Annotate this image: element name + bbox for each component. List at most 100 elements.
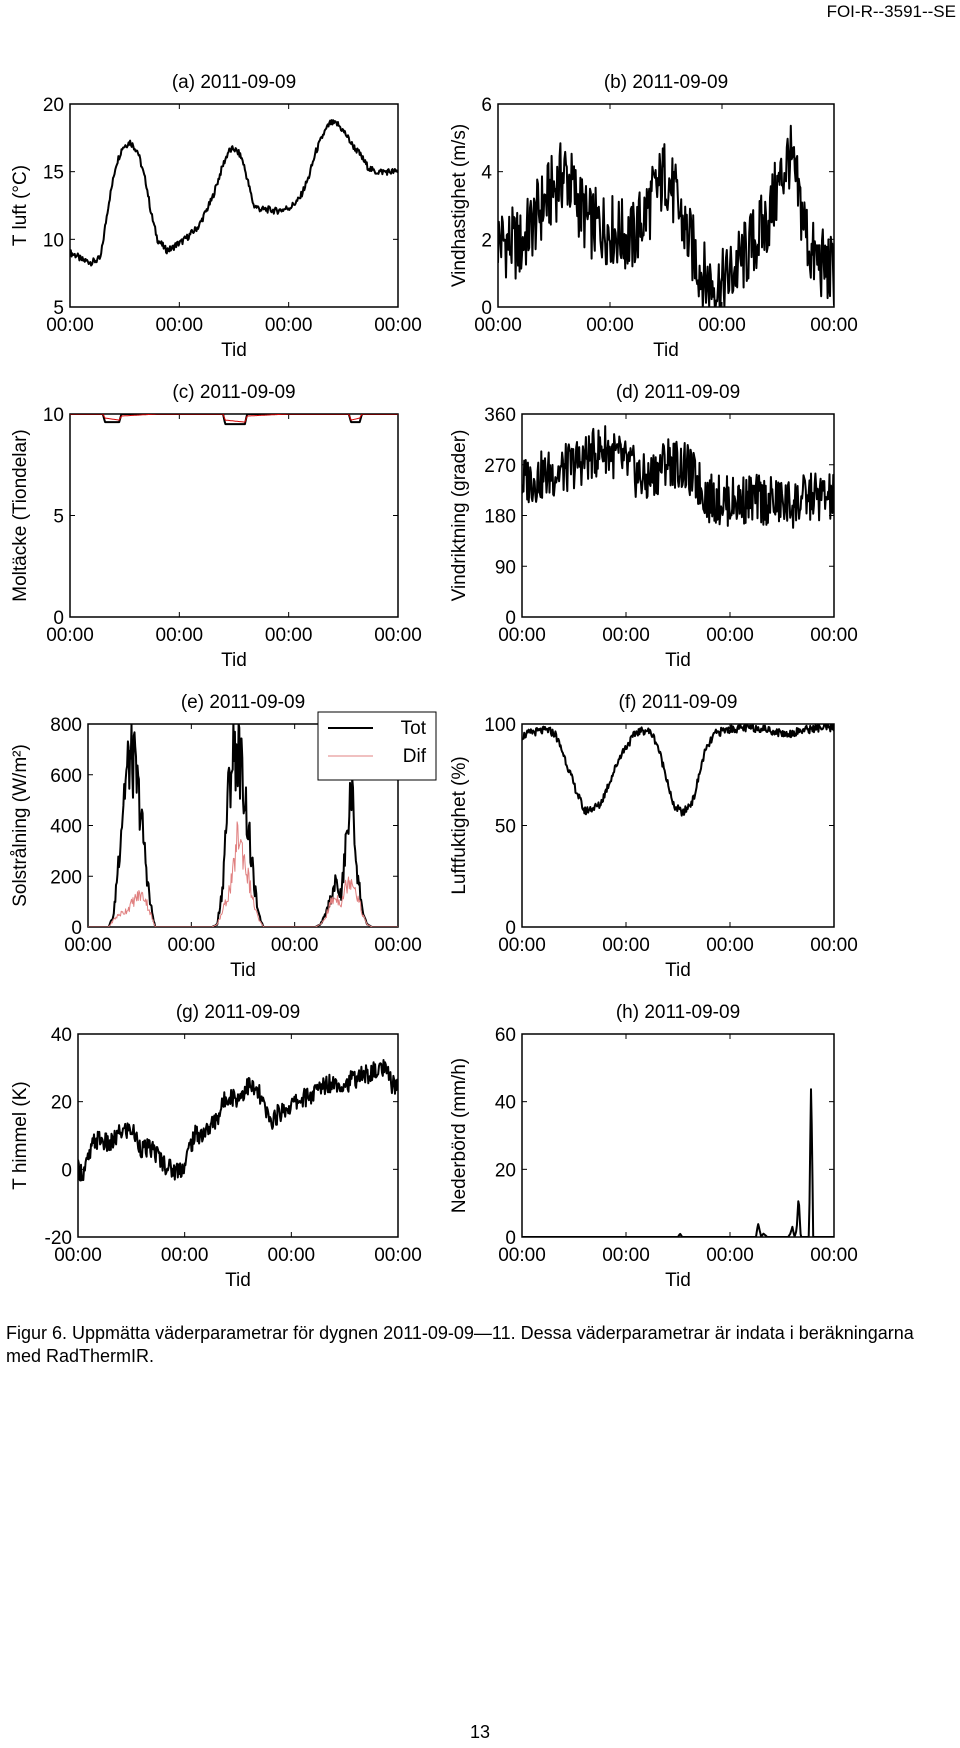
chart-title: (h) 2011-09-09 bbox=[616, 1002, 740, 1023]
y-tick-label: 5 bbox=[53, 507, 64, 528]
y-axis-label: Vindriktning (grader) bbox=[449, 430, 470, 602]
y-tick-label: 10 bbox=[43, 405, 64, 426]
x-tick-label: 00:00 bbox=[265, 315, 313, 336]
chart-sky-temperature: (g) 2011-09-09 -20 0 20 40 00:00 00:00 00:00 00:… bbox=[10, 1002, 422, 1291]
chart-title: (f) 2011-09-09 bbox=[619, 692, 738, 713]
y-tick-label: 0 bbox=[505, 608, 516, 629]
chart-wind-speed: (b) 2011-09-09 0 2 4 6 00:00 00:00 00:00 00:00 Ti… bbox=[449, 72, 858, 361]
y-axis-label: Moltäcke (Tiondelar) bbox=[10, 429, 31, 601]
y-tick-label: 10 bbox=[43, 230, 64, 251]
x-tick-label: 00:00 bbox=[586, 315, 634, 336]
legend-label: Dif bbox=[403, 746, 427, 767]
x-tick-label: 00:00 bbox=[706, 1245, 754, 1266]
y-tick-label: 0 bbox=[61, 1160, 72, 1181]
y-tick-label: 20 bbox=[495, 1160, 516, 1181]
series-line bbox=[522, 724, 834, 817]
legend-box bbox=[317, 711, 437, 781]
x-tick-label: 00:00 bbox=[602, 935, 650, 956]
x-tick-label: 00:00 bbox=[374, 625, 422, 646]
series-line bbox=[78, 1059, 398, 1182]
chart-title: (b) 2011-09-09 bbox=[604, 72, 728, 93]
x-tick-label: 00:00 bbox=[498, 935, 546, 956]
series-line bbox=[70, 414, 398, 423]
x-tick-label: 00:00 bbox=[810, 625, 858, 646]
plot-frame bbox=[497, 103, 835, 308]
figure-caption: Figur 6. Uppmätta väderparametrar för dy… bbox=[6, 1323, 914, 1366]
y-tick-label: 0 bbox=[481, 298, 492, 319]
y-tick-label: 360 bbox=[484, 405, 516, 426]
x-tick-label: 00:00 bbox=[602, 1245, 650, 1266]
x-axis-label: Tid bbox=[665, 650, 691, 671]
page-number: 13 bbox=[469, 1722, 491, 1742]
x-axis-label: Tid bbox=[221, 650, 247, 671]
x-axis-label: Tid bbox=[653, 340, 679, 361]
x-tick-label: 00:00 bbox=[698, 315, 746, 336]
y-tick-label: 100 bbox=[484, 715, 516, 736]
y-axis-label: Vindhastighet (m/s) bbox=[449, 124, 470, 287]
x-tick-label: 00:00 bbox=[374, 315, 422, 336]
x-axis-label: Tid bbox=[230, 960, 256, 981]
x-axis-label: Tid bbox=[665, 960, 691, 981]
x-tick-label: 00:00 bbox=[474, 315, 522, 336]
y-tick-label: 5 bbox=[53, 298, 64, 319]
chart-cloud-cover: (c) 2011-09-09 0 5 10 00:00 00:00 00:00 00:00 Ti… bbox=[10, 382, 422, 671]
chart-title: (e) 2011-09-09 bbox=[181, 692, 305, 713]
y-tick-label: 600 bbox=[50, 766, 82, 787]
document-code: FOI-R--3591--SE bbox=[826, 2, 956, 21]
y-tick-label: 800 bbox=[50, 715, 82, 736]
x-tick-label: 00:00 bbox=[706, 625, 754, 646]
y-tick-label: 4 bbox=[481, 163, 492, 184]
x-tick-label: 00:00 bbox=[46, 625, 94, 646]
x-tick-label: 00:00 bbox=[168, 935, 216, 956]
series-line bbox=[88, 724, 398, 927]
x-tick-label: 00:00 bbox=[810, 315, 858, 336]
y-tick-label: 270 bbox=[484, 456, 516, 477]
y-tick-label: 20 bbox=[43, 95, 64, 116]
plot-frame bbox=[521, 723, 835, 928]
chart-title: (a) 2011-09-09 bbox=[172, 72, 296, 93]
y-tick-label: 60 bbox=[495, 1025, 516, 1046]
x-tick-label: 00:00 bbox=[271, 935, 319, 956]
x-tick-label: 00:00 bbox=[810, 1245, 858, 1266]
y-tick-label: 2 bbox=[481, 230, 492, 251]
y-tick-label: 200 bbox=[50, 867, 82, 888]
y-tick-label: -20 bbox=[45, 1228, 72, 1249]
x-tick-label: 00:00 bbox=[161, 1245, 209, 1266]
y-tick-label: 90 bbox=[495, 557, 516, 578]
x-axis-label: Tid bbox=[225, 1270, 251, 1291]
y-axis-label: Solstrålning (W/m²) bbox=[10, 744, 31, 907]
x-tick-label: 00:00 bbox=[374, 1245, 422, 1266]
y-tick-label: 20 bbox=[51, 1093, 72, 1114]
y-tick-label: 0 bbox=[71, 918, 82, 939]
plot-frame bbox=[69, 103, 399, 308]
x-tick-label: 00:00 bbox=[602, 625, 650, 646]
x-tick-label: 00:00 bbox=[810, 935, 858, 956]
chart-air-temperature: (a) 2011-09-09 5 10 15 20 00:00 00:00 00:00 00:0… bbox=[10, 72, 422, 361]
plot-frame bbox=[69, 413, 399, 618]
chart-wind-direction: (d) 2011-09-09 0 90 180 270 360 00:00 00:00 00:0… bbox=[449, 382, 858, 671]
x-tick-label: 00:00 bbox=[498, 625, 546, 646]
x-axis-label: Tid bbox=[221, 340, 247, 361]
series-line bbox=[88, 821, 398, 927]
x-tick-label: 00:00 bbox=[156, 315, 204, 336]
y-axis-label: T luft (°C) bbox=[10, 165, 31, 246]
series-line bbox=[70, 414, 398, 426]
y-tick-label: 400 bbox=[50, 817, 82, 838]
x-tick-label: 00:00 bbox=[54, 1245, 102, 1266]
plot-frame bbox=[77, 1033, 399, 1238]
y-tick-label: 0 bbox=[505, 1228, 516, 1249]
x-axis-label: Tid bbox=[665, 1270, 691, 1291]
y-axis-label: Nederbörd (mm/h) bbox=[449, 1058, 470, 1213]
x-tick-label: 00:00 bbox=[374, 935, 422, 956]
y-tick-label: 6 bbox=[481, 95, 492, 116]
y-tick-label: 0 bbox=[53, 608, 64, 629]
x-tick-label: 00:00 bbox=[64, 935, 112, 956]
y-tick-label: 180 bbox=[484, 507, 516, 528]
plot-frame bbox=[521, 1033, 835, 1238]
y-axis-label: Luftfuktighet (%) bbox=[449, 756, 470, 894]
series-line bbox=[70, 119, 398, 267]
y-tick-label: 15 bbox=[43, 163, 64, 184]
chart-precipitation: (h) 2011-09-09 0 20 40 60 00:00 00:00 00:00 00:0… bbox=[449, 1002, 858, 1291]
x-tick-label: 00:00 bbox=[265, 625, 313, 646]
